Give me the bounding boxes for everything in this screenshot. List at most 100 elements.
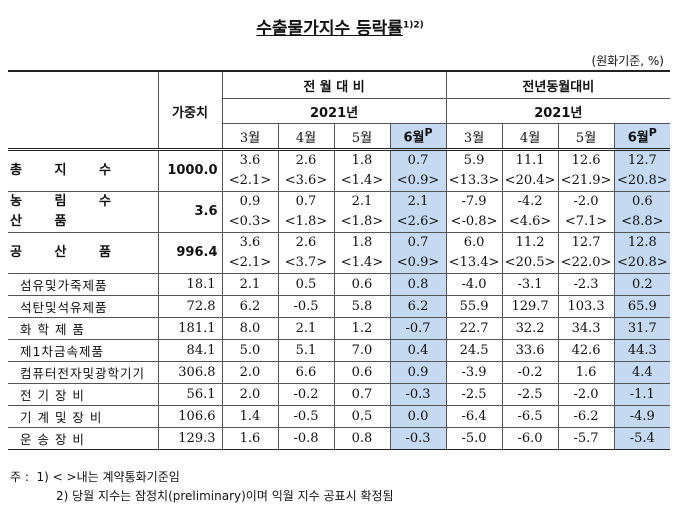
- value: 0.6: [631, 194, 653, 209]
- yoy-cell: -6.2: [557, 405, 615, 428]
- subcategory-name: 제1차금속제품: [8, 339, 158, 362]
- yoy-cell: 12.8 <20.8>: [613, 232, 671, 274]
- value: 12.6: [571, 153, 601, 168]
- mom-cell: -0.3: [389, 427, 447, 450]
- yoy-cell: 33.6: [501, 339, 559, 362]
- category-name: 농 림 수 산 품: [8, 191, 158, 233]
- category-name: 공 산 품: [8, 232, 158, 274]
- yoy-header: 전년동월대비: [445, 70, 671, 99]
- mom-cell: 5.1: [277, 339, 334, 362]
- subcategory-name: 전 기 장 비: [8, 383, 158, 406]
- yoy-cell: 44.3: [613, 339, 671, 362]
- value: 2.6: [295, 153, 317, 168]
- yoy-cell: 65.9: [613, 295, 671, 318]
- mom-cell: 2.6 <3.7>: [277, 232, 334, 274]
- mom-cell: 0.0: [389, 405, 447, 428]
- month-header: 4월: [501, 123, 559, 151]
- subcategory-label: 전 기 장 비: [20, 388, 85, 403]
- mom-cell: 5.8: [333, 295, 390, 318]
- yoy-cell: -0.2: [501, 361, 559, 384]
- weight-cell: 181.1: [157, 317, 222, 340]
- contract-value: <13.3>: [448, 173, 500, 188]
- contract-value: <3.7>: [284, 255, 328, 270]
- contract-value: <7.1>: [564, 214, 608, 229]
- yoy-cell: 34.3: [557, 317, 615, 340]
- contract-value: <20.4>: [504, 173, 556, 188]
- weight-cell: 129.3: [157, 427, 222, 450]
- yoy-cell: -2.0: [557, 383, 615, 406]
- yoy-cell: -3.9: [445, 361, 503, 384]
- contract-value: <1.4>: [340, 173, 384, 188]
- subcategory-name: 컴퓨터전자및광학기기: [8, 361, 158, 384]
- yoy-cell: -2.0 <7.1>: [557, 191, 615, 233]
- mom-cell: 5.0: [221, 339, 278, 362]
- yoy-cell: 103.3: [557, 295, 615, 318]
- mom-year: 2021년: [221, 98, 447, 124]
- value: 1.8: [351, 153, 373, 168]
- value: 1.8: [351, 235, 373, 250]
- yoy-cell: -5.7: [557, 427, 615, 450]
- yoy-cell: -2.5: [445, 383, 503, 406]
- weight-header: 가중치: [157, 98, 222, 124]
- mom-cell: 2.1 <2.6>: [389, 191, 447, 233]
- yoy-cell: 11.2 <20.5>: [501, 232, 559, 274]
- table-row: 컴퓨터전자및광학기기 306.8 2.0 6.6 0.6 0.9 -3.9 -0.2 1.6 4.…: [8, 361, 671, 384]
- mom-cell: 0.5: [333, 405, 390, 428]
- contract-value: <1.8>: [284, 214, 328, 229]
- yoy-cell: -2.3: [557, 273, 615, 296]
- month-header: 4월: [277, 123, 334, 151]
- mom-cell: -0.2: [277, 383, 334, 406]
- value: -7.9: [461, 194, 487, 209]
- table-row: 제1차금속제품 84.1 5.0 5.1 7.0 0.4 24.5 33.6 42.6 44.3: [8, 339, 671, 362]
- subcategory-name: 섬유및가죽제품: [8, 273, 158, 296]
- contract-value: <0.3>: [228, 214, 272, 229]
- yoy-cell: -4.2 <4.6>: [501, 191, 559, 233]
- contract-value: <0.9>: [396, 173, 440, 188]
- contract-value: <1.4>: [340, 255, 384, 270]
- mom-cell: 3.6 <2.1>: [221, 232, 278, 274]
- mom-cell: -0.5: [277, 405, 334, 428]
- table-title: 수출물가지수 등락률1)2): [256, 19, 424, 39]
- mom-cell: 0.5: [277, 273, 334, 296]
- weight-cell: 18.1: [157, 273, 222, 296]
- mom-cell: -0.3: [389, 383, 447, 406]
- yoy-cell: -2.5: [501, 383, 559, 406]
- yoy-cell: 5.9 <13.3>: [445, 149, 503, 192]
- yoy-cell: 12.7 <20.8>: [613, 149, 671, 192]
- yoy-cell: -3.1: [501, 273, 559, 296]
- weight-cell: 72.8: [157, 295, 222, 318]
- unit-label: (원화기준, %): [591, 54, 664, 68]
- value: 3.6: [239, 235, 261, 250]
- yoy-year: 2021년: [445, 98, 671, 124]
- contract-value: <22.0>: [560, 255, 612, 270]
- subcategory-name: 기 계 및 장 비: [8, 405, 158, 428]
- value: 0.9: [239, 194, 261, 209]
- contract-value: <2.1>: [228, 255, 272, 270]
- yoy-cell: 1.6: [557, 361, 615, 384]
- value: 11.2: [515, 235, 545, 250]
- mom-cell: -0.7: [389, 317, 447, 340]
- weight-cell: 1000.0: [157, 149, 222, 192]
- table-row: 전 기 장 비 56.1 2.0 -0.2 0.7 -0.3 -2.5 -2.5 -2.0 -1.…: [8, 383, 671, 406]
- mom-cell: 1.2: [333, 317, 390, 340]
- mom-cell: 2.1: [277, 317, 334, 340]
- value: 12.7: [571, 235, 601, 250]
- weight-cell: 3.6: [157, 191, 222, 233]
- subcategory-label: 화 학 제 품: [20, 322, 85, 337]
- month-header-june: 6월P: [613, 123, 671, 151]
- subcategory-name: 석탄및석유제품: [8, 295, 158, 318]
- mom-cell: 0.6: [333, 361, 390, 384]
- table-row: 섬유및가죽제품 18.1 2.1 0.5 0.6 0.8 -4.0 -3.1 -2.3 0.2: [8, 273, 671, 296]
- month-header: 5월: [333, 123, 390, 151]
- mom-cell: 7.0: [333, 339, 390, 362]
- month-header: 3월: [221, 123, 278, 151]
- yoy-cell: -5.4: [613, 427, 671, 450]
- yoy-cell: -7.9 <-0.8>: [445, 191, 503, 233]
- mom-cell: 2.1 <1.8>: [333, 191, 390, 233]
- weight-cell: 84.1: [157, 339, 222, 362]
- value: 6.0: [463, 235, 485, 250]
- note-1: 1) < >내는 계약통화기준임: [36, 470, 180, 484]
- yoy-cell: 55.9: [445, 295, 503, 318]
- yoy-cell: -1.1: [613, 383, 671, 406]
- mom-cell: 0.9 <0.3>: [221, 191, 278, 233]
